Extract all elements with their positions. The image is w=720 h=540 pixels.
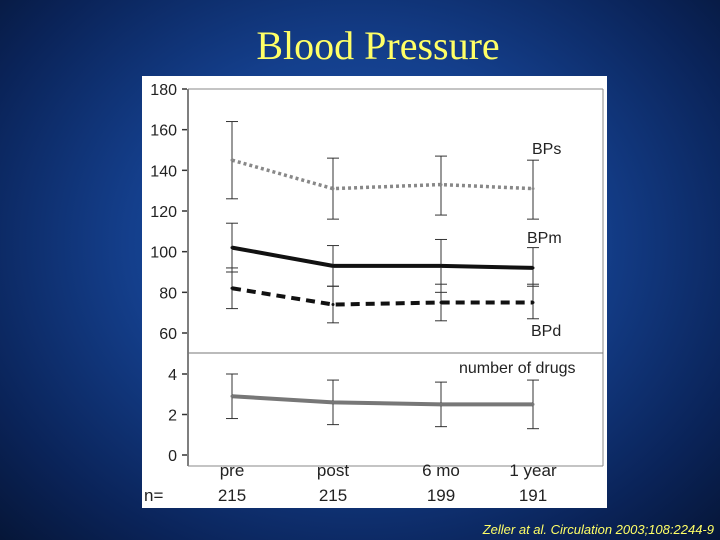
n-value: 215 — [218, 486, 246, 505]
data-point-number-of-drugs — [531, 402, 535, 406]
series-label-bps: BPs — [532, 141, 561, 158]
x-tick-label: pre — [220, 461, 245, 480]
x-tick-label: 6 mo — [422, 461, 460, 480]
blood-pressure-chart: 60 80 100 120 140 160 180 0 2 4 BPs BPm BPd number of… — [144, 82, 604, 505]
series-label-bpm: BPm — [527, 230, 562, 247]
chart-figure: 60 80 100 120 140 160 180 0 2 4 BPs BPm BPd number of… — [142, 76, 607, 508]
slide-title: Blood Pressure — [256, 23, 500, 68]
bp-y-tick-label: 60 — [159, 326, 177, 343]
bp-y-tick-label: 160 — [150, 123, 177, 140]
bp-y-tick-label: 100 — [150, 245, 177, 262]
series-label-bpd: BPd — [531, 323, 561, 340]
data-point-bpd — [230, 286, 234, 290]
n-value: 215 — [319, 486, 347, 505]
data-point-bpd — [439, 301, 443, 304]
series-line-bpm — [231, 245, 534, 270]
data-point-bps — [531, 187, 535, 191]
series-label-number-of-drugs: number of drugs — [459, 360, 576, 377]
citation: Zeller at al. Circulation 2003;108:2244-… — [482, 522, 714, 537]
data-point-bps — [230, 158, 234, 162]
data-point-bpm — [439, 264, 443, 268]
series-line-number-of-drugs — [231, 394, 533, 407]
drugs-y-tick-label: 0 — [168, 448, 177, 465]
data-point-bpd — [531, 301, 535, 304]
drugs-y-tick-label: 4 — [168, 367, 177, 384]
bp-y-tick-label: 180 — [150, 82, 177, 99]
series-line-bpd — [231, 286, 533, 307]
data-point-bps — [439, 183, 443, 187]
data-point-bps — [331, 187, 335, 191]
data-point-number-of-drugs — [331, 400, 335, 404]
n-label: n= — [144, 486, 163, 505]
data-point-bpm — [531, 266, 535, 270]
bp-y-tick-label: 80 — [159, 285, 177, 302]
n-value: 199 — [427, 486, 455, 505]
n-value: 191 — [519, 486, 547, 505]
bp-y-tick-label: 120 — [150, 204, 177, 221]
bp-y-tick-label: 140 — [150, 163, 177, 180]
drugs-y-tick-label: 2 — [168, 408, 177, 425]
data-point-number-of-drugs — [230, 394, 234, 398]
x-tick-label: post — [317, 461, 349, 480]
data-point-bpd — [331, 303, 335, 307]
series-line-bps — [231, 158, 534, 191]
data-point-number-of-drugs — [439, 402, 443, 406]
data-point-bpm — [230, 246, 234, 250]
x-tick-label: 1 year — [509, 461, 557, 480]
data-point-bpm — [331, 264, 335, 268]
